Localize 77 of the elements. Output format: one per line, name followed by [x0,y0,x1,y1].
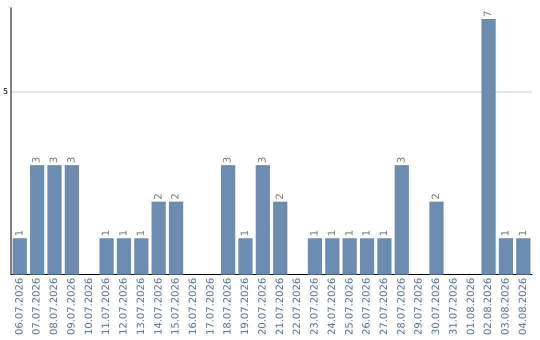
x-tick-label: 06.07.2026 [14,278,26,336]
x-tick-label: 01.08.2026 [466,278,477,336]
data-label: 3 [396,156,408,164]
x-tick-label: 26.07.2026 [362,278,373,336]
x-tick-label: 09.07.2026 [66,278,78,336]
bar [308,238,322,275]
bar [325,238,340,275]
bar [152,202,166,275]
bar [498,238,514,275]
x-tick-label: 22.07.2026 [292,278,304,336]
data-label: 3 [222,156,234,164]
data-label: 2 [431,193,442,200]
x-tick-label: 21.07.2026 [274,278,286,336]
bar [221,165,236,275]
x-tick-label: 24.07.2026 [326,278,338,336]
x-tick-label: 03.08.2026 [500,278,512,336]
bar [377,238,392,275]
data-label: 2 [170,193,182,200]
x-tick-label: 10.07.2026 [84,278,95,336]
x-tick-label: 18.07.2026 [222,278,234,336]
bar [394,165,409,275]
bar [360,238,374,275]
x-tick-label: 14.07.2026 [153,278,164,336]
x-tick-label: 29.07.2026 [414,278,425,336]
x-tick-label: 07.07.2026 [32,278,43,336]
x-tick-label: 04.08.2026 [518,278,529,336]
data-label: 1 [101,230,112,236]
bar [99,238,114,275]
bar [429,202,444,275]
data-label: 2 [153,193,164,200]
data-label: 2 [274,193,286,200]
x-tick-label: 27.07.2026 [379,278,390,336]
y-tick-label: 5 [2,87,8,96]
bar [273,202,288,275]
x-tick-label: 02.08.2026 [483,278,494,336]
data-label: 1 [240,230,252,236]
data-label: 3 [32,156,43,164]
data-label: 1 [310,230,321,236]
data-label: 1 [14,230,26,236]
data-label: 3 [66,156,78,164]
bar [481,18,496,275]
bar [12,238,27,275]
bar [256,165,270,275]
x-tick-label: 15.07.2026 [170,278,182,336]
data-label: 1 [362,230,373,236]
x-tick-label: 23.07.2026 [310,278,321,336]
bar [47,165,62,275]
data-label: 1 [136,230,147,236]
bar [168,202,184,275]
bar [64,165,79,275]
x-tick-label: 20.07.2026 [257,278,268,336]
x-tick-label: 25.07.2026 [344,278,356,336]
data-label: 3 [257,156,268,164]
x-tick-label: 17.07.2026 [205,278,216,336]
x-tick-label: 30.07.2026 [431,278,442,336]
data-label: 1 [344,230,356,236]
x-tick-label: 31.07.2026 [448,278,460,336]
bar [30,165,44,275]
bar [342,238,357,275]
data-label: 3 [49,156,60,164]
bar [116,238,132,275]
data-label: 1 [518,230,529,236]
data-label: 1 [118,230,130,236]
data-label: 1 [326,230,338,236]
x-tick-label: 12.07.2026 [118,278,130,336]
data-label: 1 [379,230,390,236]
data-label: 7 [483,10,494,17]
bar [134,238,148,275]
bar [238,238,253,275]
x-tick-label: 28.07.2026 [396,278,408,336]
x-tick-label: 16.07.2026 [188,278,199,336]
x-tick-label: 19.07.2026 [240,278,252,336]
x-tick-label: 13.07.2026 [136,278,147,336]
x-tick-label: 08.07.2026 [49,278,60,336]
x-tick-label: 11.07.2026 [101,278,112,336]
bar [516,238,530,275]
data-label: 1 [500,230,512,236]
